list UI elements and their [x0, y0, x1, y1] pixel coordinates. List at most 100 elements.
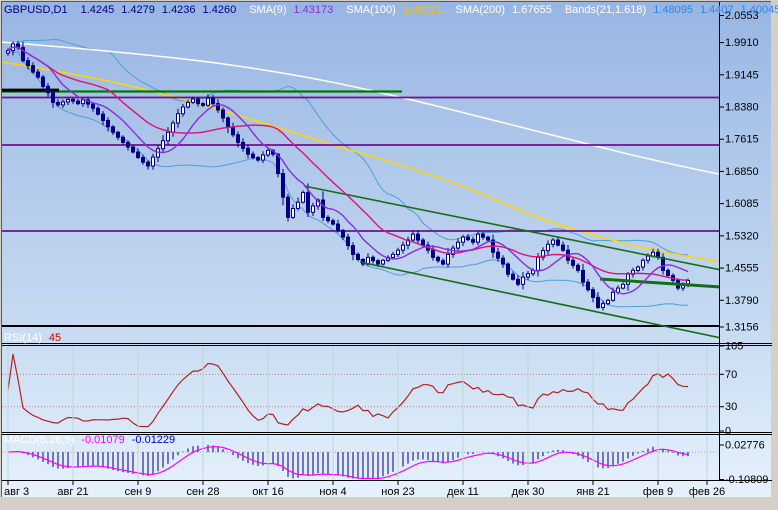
price-axis-label: 1.7615 [725, 134, 759, 146]
rsi-panel [2, 353, 719, 428]
candle-body [506, 263, 510, 275]
sma200-line [2, 41, 719, 175]
time-axis-label: фев 26 [689, 486, 725, 498]
candle-body [306, 191, 310, 213]
sma21-line [7, 46, 689, 281]
bollinger-bands [7, 38, 689, 308]
candle-body [101, 113, 105, 121]
candle-body [266, 149, 270, 156]
ohlc-close: 1.4260 [202, 4, 237, 16]
candle-body [171, 122, 175, 133]
candle-body [416, 233, 420, 241]
candle-body [321, 199, 325, 218]
candle-body [376, 260, 380, 265]
candle-body [91, 103, 95, 109]
chart-plot-area[interactable]: 2.0553 1.9910 1.9145 1.8380 1.7615 1.6850 1.60… [1, 1, 778, 498]
sma9-label: SMA(9) [249, 4, 287, 16]
candle-body [276, 153, 280, 175]
price-axis-label: 1.3790 [725, 295, 759, 307]
candle-body [551, 239, 555, 245]
candle-body [216, 103, 220, 111]
candle-body [66, 98, 70, 103]
candle-body [31, 65, 35, 73]
candle-body [596, 296, 600, 308]
candle-body [526, 273, 530, 278]
long-smas [2, 41, 719, 263]
candle-body [46, 85, 50, 94]
candle-body [541, 250, 545, 258]
candle-body [126, 141, 130, 148]
candle-body [186, 101, 190, 108]
green-trendline-0 [303, 185, 719, 271]
candle-body [256, 157, 260, 161]
candle-body [261, 154, 265, 161]
candle-body [646, 255, 650, 261]
time-axis-label: дек 30 [512, 486, 545, 498]
ohlc-open: 1.4245 [80, 4, 115, 16]
price-axis-label: 1.9910 [725, 37, 759, 49]
sma100-line [2, 61, 719, 263]
candle-body [211, 97, 215, 105]
ohlc-low: 1.4236 [161, 4, 196, 16]
candle-body [466, 236, 470, 241]
rsi-axis-label: 0 [725, 426, 731, 438]
candle-body [626, 273, 630, 285]
time-axis[interactable]: авг 3 авг 21 сен 9 сен 28 окт 16 ноя 4 ноя 23 д… [4, 480, 725, 499]
candle-body [201, 103, 205, 106]
candle-body [166, 131, 170, 142]
sma9-line [7, 46, 689, 295]
green-trendline-2 [599, 277, 719, 289]
candle-body [391, 253, 395, 258]
candle-body [356, 253, 360, 260]
candle-body [141, 157, 145, 163]
candle-body [136, 151, 140, 159]
time-axis-label: сен 9 [125, 486, 152, 498]
candle-body [571, 259, 575, 266]
candle-body [511, 273, 515, 280]
candle-body [236, 134, 240, 143]
macd-legend: MACD(5,26,5) -0.01079 -0.01229 [4, 435, 175, 446]
candle-body [36, 71, 40, 78]
sma200-label: SMA(200) [455, 4, 506, 16]
bands-lower-value: 1.40045 [740, 4, 778, 16]
candle-body [151, 156, 155, 167]
candle-body [556, 239, 560, 246]
macd-signal-line [7, 446, 689, 480]
time-axis-label: фев 9 [643, 486, 673, 498]
bands-middle-value: 1.4407 [699, 4, 734, 16]
candle-body [146, 161, 150, 167]
candle-body [446, 253, 450, 265]
candle-body [241, 141, 245, 149]
rsi-axis-label: 30 [725, 401, 737, 413]
time-axis-label: дек 11 [447, 486, 479, 498]
candle-body [581, 269, 585, 283]
candle-body [621, 283, 625, 289]
candle-body [591, 289, 595, 298]
macd-value: -0.01079 [81, 434, 125, 446]
candle-body [486, 236, 490, 241]
candle-body [286, 196, 290, 218]
price-axis-label: 2.0553 [725, 10, 759, 22]
bands-upper-value: 1.48095 [653, 4, 693, 16]
candle-body [331, 220, 335, 225]
ohlc-high: 1.4279 [121, 4, 155, 16]
price-axis[interactable]: 2.0553 1.9910 1.9145 1.8380 1.7615 1.6850 1.60… [719, 10, 769, 486]
candle-body [411, 233, 415, 241]
candle-body [636, 266, 640, 271]
rsi-value: 45 [48, 332, 62, 344]
candle-body [61, 101, 65, 106]
rsi-axis-label: 105 [725, 341, 743, 353]
time-axis-label: сен 28 [187, 486, 220, 498]
price-axis-label: 1.9145 [725, 69, 759, 81]
candle-body [381, 259, 385, 265]
symbol-timeframe: GBPUSD,D1 [4, 4, 68, 16]
candle-body [521, 276, 525, 285]
price-axis-label: 1.4555 [725, 263, 759, 275]
candle-body [351, 245, 355, 255]
candle-body [251, 153, 255, 159]
candle-body [436, 256, 440, 262]
chart-canvas[interactable]: 2.0553 1.9910 1.9145 1.8380 1.7615 1.6850 1.60… [2, 2, 772, 498]
candle-body [296, 201, 300, 209]
bands-lower-line [7, 50, 688, 308]
candle-body [406, 239, 410, 246]
